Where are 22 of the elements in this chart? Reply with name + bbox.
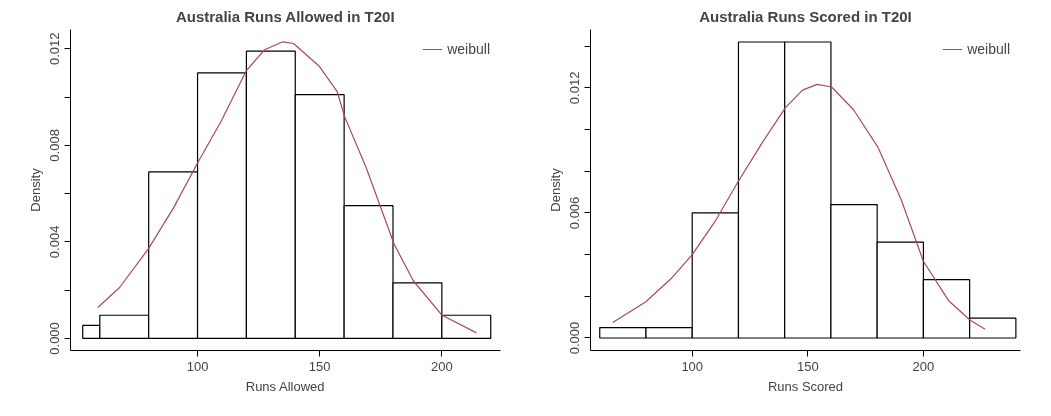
x-tick-label: 150: [796, 358, 819, 374]
y-tick-label: 0.000: [47, 322, 63, 355]
chart-title: Australia Runs Allowed in T20I: [175, 7, 395, 25]
y-tick-label: 0.004: [47, 225, 63, 259]
x-tick-label: 200: [431, 358, 453, 374]
x-tick-label: 100: [681, 358, 704, 374]
x-tick-label: 100: [186, 358, 209, 374]
x-tick-label: 200: [912, 358, 935, 374]
y-axis-title: Density: [27, 167, 43, 212]
y-tick-label: 0.008: [47, 129, 63, 162]
y-tick-label: 0.012: [47, 32, 63, 66]
chart-title: Australia Runs Scored in T20I: [699, 7, 912, 25]
y-tick-label: 0.006: [567, 196, 583, 230]
line-series: [612, 83, 986, 330]
x-axis-title: Runs Allowed: [245, 378, 325, 394]
x-tick-label: 150: [308, 358, 331, 374]
y-tick-label: 0.012: [567, 71, 583, 105]
legend-label: weibull: [447, 41, 490, 57]
legend-label: weibull: [967, 41, 1010, 57]
y-axis-title: Density: [547, 167, 563, 212]
x-axis-title: Runs Scored: [767, 378, 844, 394]
y-tick-label: 0.000: [567, 321, 583, 355]
